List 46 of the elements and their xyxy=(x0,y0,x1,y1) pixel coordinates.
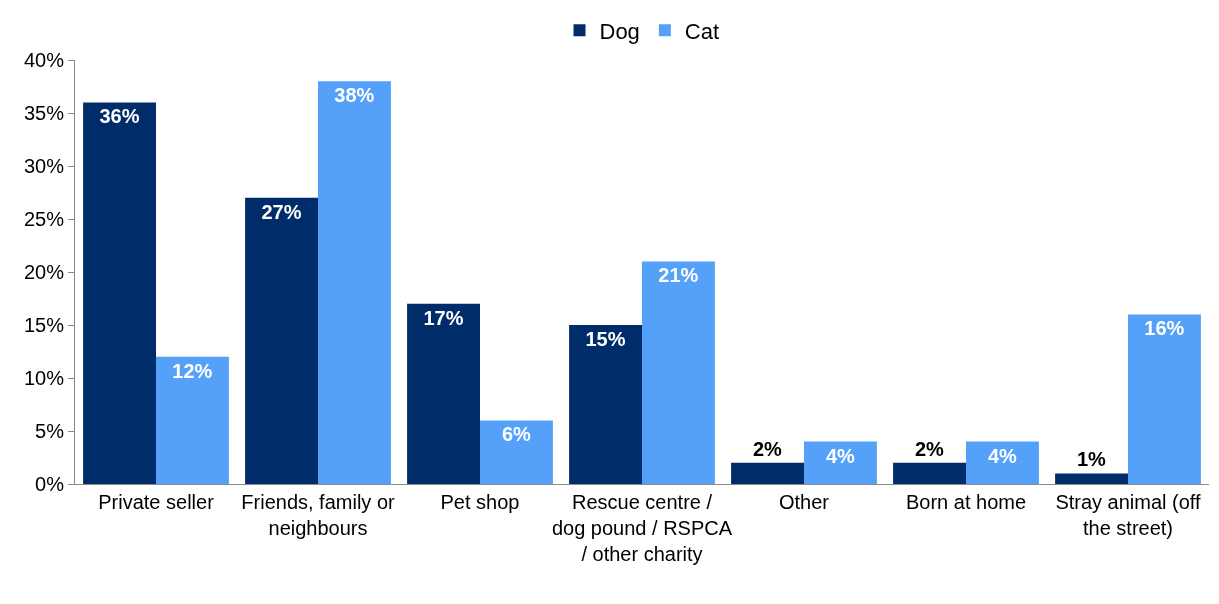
bar xyxy=(731,462,804,484)
data-label: 27% xyxy=(261,200,302,223)
bar xyxy=(1128,314,1201,484)
data-label: 2% xyxy=(914,437,945,460)
bar xyxy=(407,303,480,484)
bar xyxy=(245,197,318,484)
legend-label: Cat xyxy=(684,18,720,44)
bar xyxy=(642,261,715,484)
data-label: 17% xyxy=(423,306,464,329)
data-label: 2% xyxy=(752,437,783,460)
data-label: 4% xyxy=(987,444,1018,467)
bar xyxy=(1055,473,1128,484)
data-label: 15% xyxy=(585,328,626,350)
legend-label: Dog xyxy=(599,18,640,44)
bar xyxy=(83,102,156,484)
y-tick-label: 40% xyxy=(23,49,65,71)
bar xyxy=(480,420,553,484)
data-label: 21% xyxy=(658,264,699,287)
x-tick-label: Friends, family or neighbours xyxy=(241,491,396,539)
data-label: 36% xyxy=(99,105,140,128)
data-label: 12% xyxy=(172,359,213,382)
data-label: 6% xyxy=(501,423,532,446)
x-tick-label: Pet shop xyxy=(440,491,520,513)
x-tick-label: Other xyxy=(778,491,830,513)
x-tick-label: Stray animal (off the street) xyxy=(1055,491,1202,539)
bar xyxy=(966,441,1039,484)
bar xyxy=(318,81,391,484)
x-tick-label: Private seller xyxy=(98,491,215,513)
bar xyxy=(156,356,229,484)
y-tick-label: 25% xyxy=(23,208,65,230)
bar xyxy=(569,325,642,484)
x-tick-label: Rescue centre / dog pound / RSPCA / other charity xyxy=(551,491,733,565)
y-tick-label: 10% xyxy=(23,367,65,389)
bar xyxy=(804,441,877,484)
y-tick-label: 15% xyxy=(23,314,65,336)
bar xyxy=(893,462,966,484)
data-label: 4% xyxy=(825,444,856,467)
data-label: 1% xyxy=(1076,448,1107,471)
y-tick-label: 0% xyxy=(35,473,65,495)
y-tick-label: 20% xyxy=(23,261,65,283)
data-label: 16% xyxy=(1144,317,1185,340)
data-label: 38% xyxy=(334,84,375,107)
y-tick-label: 30% xyxy=(23,155,65,177)
x-tick-label: Born at home xyxy=(905,491,1027,513)
y-tick-label: 35% xyxy=(23,102,65,124)
y-tick-label: 5% xyxy=(35,420,65,442)
